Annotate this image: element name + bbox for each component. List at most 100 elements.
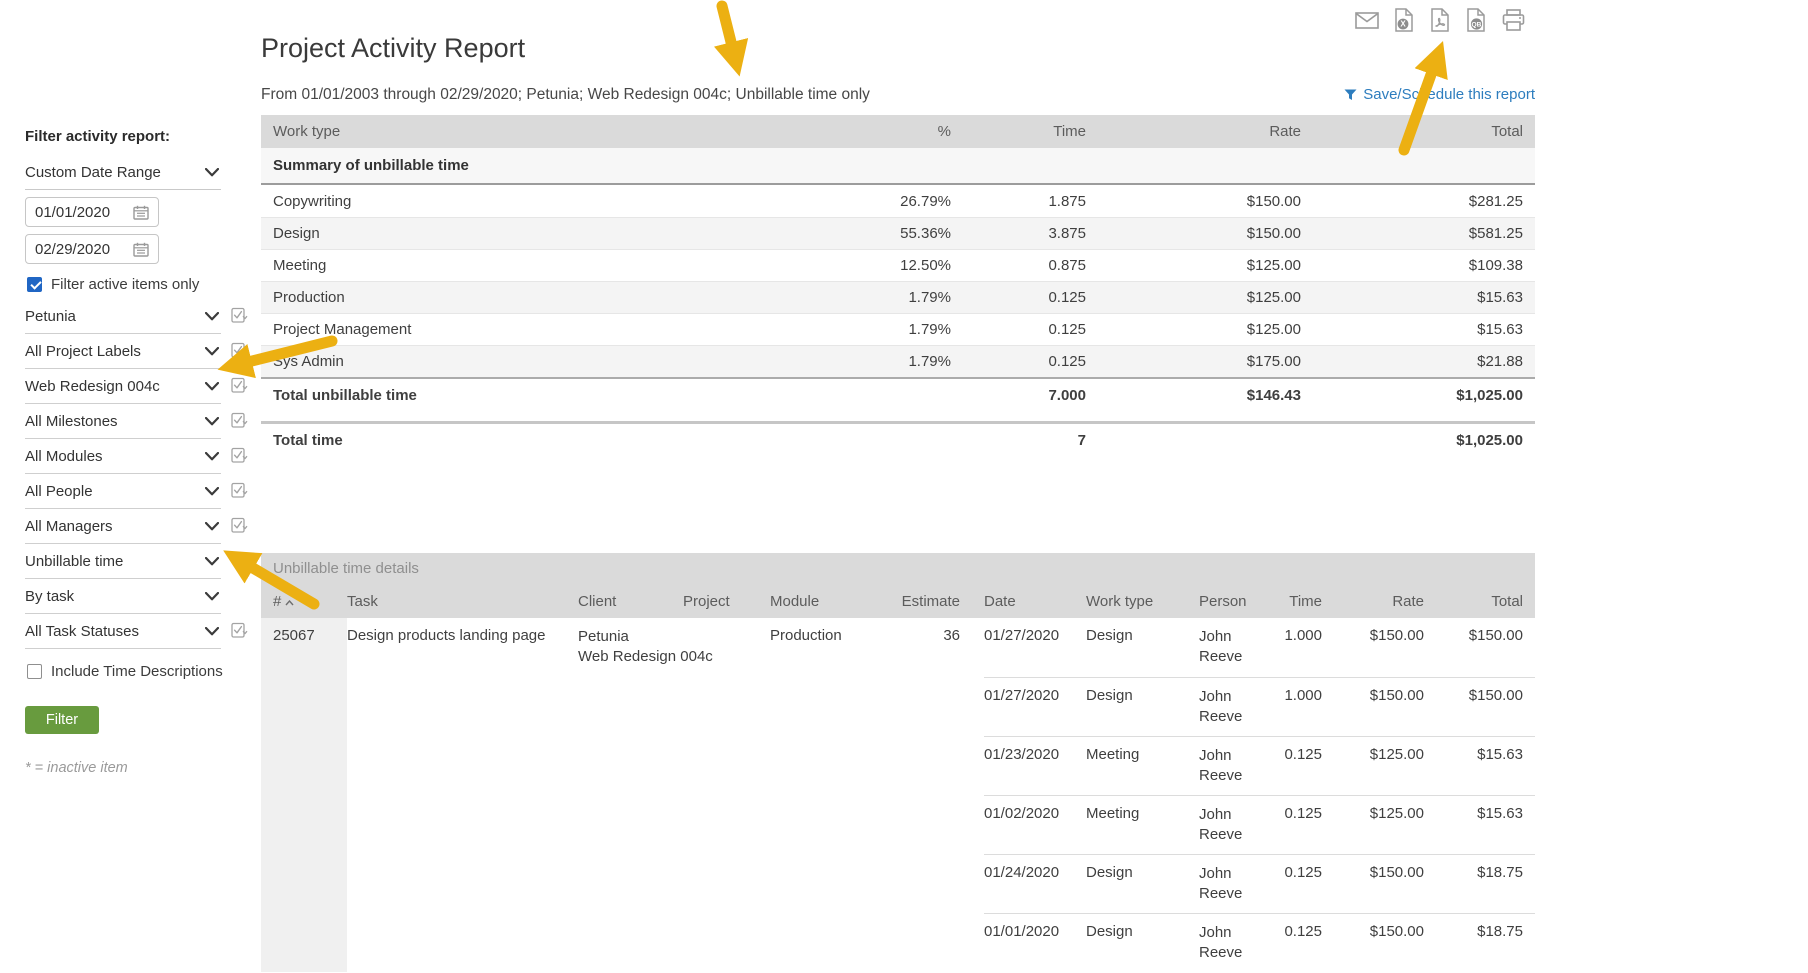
cell-rate: $150.00 <box>1369 687 1424 704</box>
cell-work-type: Copywriting <box>273 192 352 210</box>
cell-percent: 12.50% <box>900 257 951 274</box>
cell-person: John Reeve <box>1199 747 1243 784</box>
cell-total: $15.63 <box>1477 289 1523 306</box>
cell-total: $15.63 <box>1477 805 1523 822</box>
filter-select[interactable]: Unbillable time <box>25 544 221 579</box>
multi-select-icon[interactable] <box>231 342 248 363</box>
cell-percent: 1.79% <box>908 353 951 370</box>
multi-select-icon[interactable] <box>231 447 248 468</box>
multi-select-icon[interactable] <box>231 307 248 328</box>
col-id-sort[interactable]: # <box>261 593 347 610</box>
multi-select-icon[interactable] <box>231 412 248 433</box>
cell-rate: $125.00 <box>1246 257 1301 274</box>
cell-rate: $125.00 <box>1246 289 1301 306</box>
report-scope-subtitle: From 01/01/2003 through 02/29/2020; Petu… <box>261 86 870 103</box>
cell-time: 0.125 <box>1284 746 1322 763</box>
filter-select[interactable]: All Project Labels <box>25 334 248 369</box>
details-header-row: # Task Client Project Module Estimate Da… <box>261 584 1535 618</box>
filter-select[interactable]: Petunia <box>25 299 248 334</box>
multi-select-icon[interactable] <box>231 517 248 538</box>
cell-work-type: Sys Admin <box>273 353 344 370</box>
time-entry-row: 01/27/2020 Design John Reeve 1.000 $150.… <box>984 618 1535 677</box>
summary-rows: Copywriting 26.79% 1.875 $150.00 $281.25… <box>261 185 1535 377</box>
cell-total: $21.88 <box>1477 353 1523 370</box>
filter-select[interactable]: Web Redesign 004c <box>25 369 248 404</box>
chevron-down-icon <box>205 521 219 530</box>
calendar-icon <box>133 205 149 220</box>
cell-work-type: Meeting <box>1086 746 1140 763</box>
summary-row: Production 1.79% 0.125 $125.00 $15.63 <box>261 281 1535 313</box>
chevron-down-icon <box>205 167 219 176</box>
col-time: Time <box>1053 123 1086 140</box>
col-work-type: Work type <box>273 123 341 140</box>
print-icon[interactable] <box>1502 9 1525 36</box>
include-descriptions-checkbox[interactable]: Include Time Descriptions <box>27 663 249 680</box>
start-date-field[interactable]: 01/01/2020 <box>25 197 159 227</box>
cell-percent: 55.36% <box>900 225 951 242</box>
date-range-select[interactable]: Custom Date Range <box>25 155 221 190</box>
filter-select-value: All Managers <box>25 517 113 535</box>
grand-total-time: 7 <box>1077 432 1086 449</box>
cell-rate: $125.00 <box>1369 746 1424 763</box>
chevron-down-icon <box>205 591 219 600</box>
email-icon[interactable] <box>1355 11 1379 34</box>
cell-rate: $175.00 <box>1246 353 1301 370</box>
cell-time: 1.000 <box>1284 627 1322 644</box>
checkbox-icon <box>27 664 42 679</box>
cell-work-type: Meeting <box>273 257 327 274</box>
inactive-item-note: * = inactive item <box>25 760 128 776</box>
arrow-subtitle <box>714 0 749 77</box>
cell-work-type: Design <box>273 225 320 242</box>
filter-select[interactable]: All Modules <box>25 439 248 474</box>
filter-select[interactable]: By task <box>25 579 221 614</box>
cell-date: 01/02/2020 <box>984 805 1060 822</box>
filter-select-value: By task <box>25 587 75 605</box>
multi-select-icon[interactable] <box>231 377 248 398</box>
cell-work-type: Design <box>1086 627 1133 644</box>
cell-total: $150.00 <box>1468 687 1523 704</box>
cell-total: $281.25 <box>1468 192 1523 210</box>
col-estimate: Estimate <box>901 592 960 610</box>
multi-select-icon[interactable] <box>231 622 248 643</box>
save-schedule-link[interactable]: Save/Schedule this report <box>1344 86 1535 103</box>
filter-select[interactable]: All People <box>25 474 248 509</box>
summary-table: Work type % Time Rate Total Summary of u… <box>261 115 1535 457</box>
details-table: Unbillable time details # Task Client Pr… <box>261 553 1535 972</box>
filter-select[interactable]: All Milestones <box>25 404 248 439</box>
export-pdf-icon[interactable] <box>1430 8 1451 37</box>
filter-button[interactable]: Filter <box>25 706 99 734</box>
summary-row: Sys Admin 1.79% 0.125 $175.00 $21.88 <box>261 345 1535 377</box>
export-excel-icon[interactable]: X <box>1394 8 1415 37</box>
cell-time: 0.125 <box>1048 321 1086 338</box>
filter-active-items-checkbox[interactable]: Filter active items only <box>27 276 249 293</box>
total-label: Total unbillable time <box>273 387 417 404</box>
summary-row: Copywriting 26.79% 1.875 $150.00 $281.25 <box>261 185 1535 217</box>
cell-time: 1.000 <box>1284 687 1322 704</box>
filter-select-value: Unbillable time <box>25 552 124 570</box>
export-quickbooks-icon[interactable]: QB <box>1466 8 1487 37</box>
cell-rate: $150.00 <box>1369 627 1424 644</box>
multi-select-icon[interactable] <box>231 482 248 503</box>
time-entry-list: 01/27/2020 Design John Reeve 1.000 $150.… <box>984 618 1535 972</box>
project-name: Web Redesign 004c <box>578 648 713 665</box>
cell-time: 1.875 <box>1048 192 1086 210</box>
cell-client-project: Petunia Web Redesign 004c <box>578 618 770 972</box>
cell-module: Production <box>770 627 842 644</box>
chevron-down-icon <box>205 486 219 495</box>
details-task-row: 25067 Design products landing page Petun… <box>261 618 1535 972</box>
cell-time: 3.875 <box>1048 225 1086 242</box>
col-percent: % <box>937 123 951 140</box>
end-date-field[interactable]: 02/29/2020 <box>25 234 159 264</box>
start-date-value: 01/01/2020 <box>35 203 111 221</box>
summary-row: Design 55.36% 3.875 $150.00 $581.25 <box>261 217 1535 249</box>
total-total: $1,025.00 <box>1456 387 1523 404</box>
include-descriptions-label: Include Time Descriptions <box>51 663 223 680</box>
cell-time: 0.875 <box>1048 257 1086 274</box>
col-work-type: Work type <box>1086 592 1154 610</box>
cell-person: John Reeve <box>1199 865 1243 902</box>
filter-select[interactable]: All Task Statuses <box>25 614 248 649</box>
cell-task-id: 25067 <box>261 618 347 972</box>
filter-select[interactable]: All Managers <box>25 509 248 544</box>
col-rate: Rate <box>1269 123 1301 140</box>
chevron-down-icon <box>205 626 219 635</box>
